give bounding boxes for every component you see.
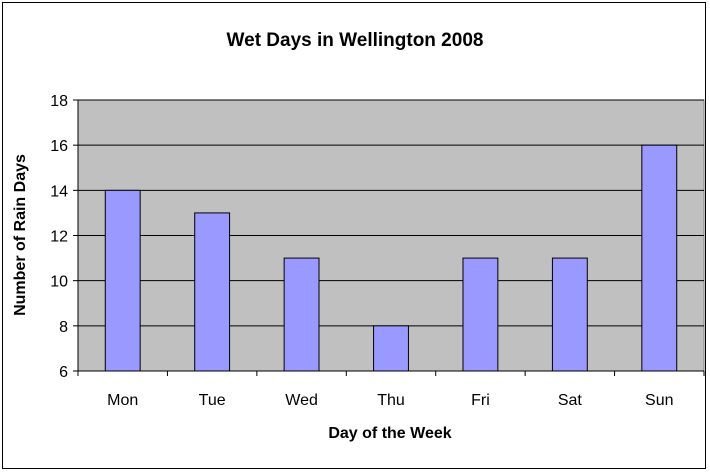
gridlines bbox=[78, 99, 704, 327]
bars bbox=[104, 144, 678, 372]
y-tick-label: 14 bbox=[50, 183, 68, 200]
y-tick-label: 18 bbox=[50, 93, 68, 110]
x-tick-label: Mon bbox=[107, 392, 138, 409]
bar-wed bbox=[283, 257, 320, 372]
y-tick-label: 8 bbox=[59, 319, 68, 336]
y-tick-labels: 6 8 10 12 14 16 18 bbox=[50, 93, 78, 381]
bar-thu bbox=[373, 325, 409, 372]
y-axis-title: Number of Rain Days bbox=[12, 154, 29, 316]
bar-mon bbox=[104, 189, 141, 372]
bar-sat bbox=[551, 257, 588, 372]
y-tick-label: 10 bbox=[50, 274, 68, 291]
x-tick-label: Sat bbox=[558, 392, 583, 409]
x-tick-label: Fri bbox=[471, 392, 490, 409]
x-tick-labels: Mon Tue Wed Thu Fri Sat Sun bbox=[77, 371, 705, 409]
x-tick-label: Sun bbox=[645, 392, 673, 409]
bar-tue bbox=[194, 212, 231, 372]
y-tick-label: 6 bbox=[59, 364, 68, 381]
chart-title: Wet Days in Wellington 2008 bbox=[227, 30, 484, 51]
y-tick-label: 12 bbox=[50, 229, 68, 246]
bar-fri bbox=[462, 257, 499, 372]
x-tick-label: Tue bbox=[199, 392, 226, 409]
x-tick-label: Thu bbox=[377, 392, 405, 409]
x-axis-title: Day of the Week bbox=[328, 425, 451, 442]
y-tick-label: 16 bbox=[50, 138, 68, 155]
x-tick-label: Wed bbox=[285, 392, 318, 409]
bar-sun bbox=[641, 144, 678, 372]
